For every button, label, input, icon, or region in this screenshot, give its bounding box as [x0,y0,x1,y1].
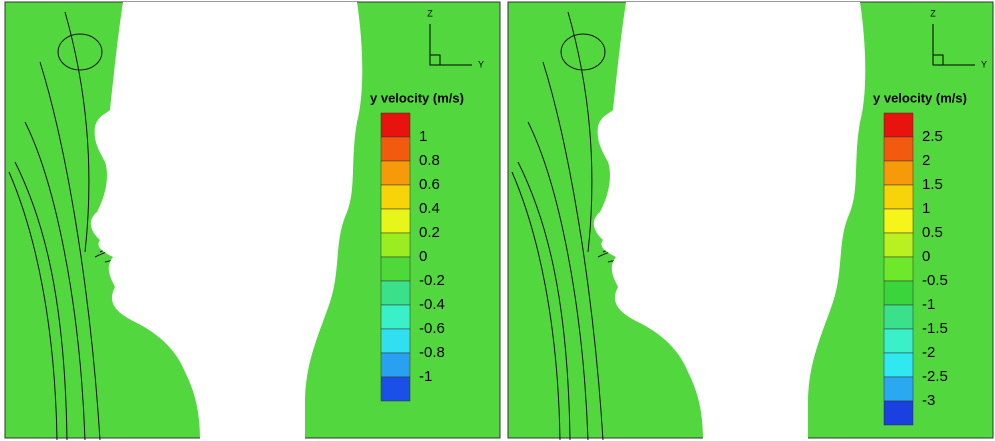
colorbar-swatch [884,281,913,305]
colorbar-label: -0.2 [419,272,445,289]
colorbar-swatch [381,209,410,233]
colorbar-swatch [381,257,410,281]
colorbar-swatch [381,233,410,257]
colorbar-swatch [381,161,410,185]
colorbar-swatch [884,257,913,281]
colorbar-label: -1 [419,368,432,385]
colorbar-swatch [381,329,410,353]
axis-label: Y [981,59,987,69]
colorbar-label: -0.5 [922,272,948,289]
colorbar-swatch [884,329,913,353]
colorbar-swatch [381,377,410,401]
colorbar-swatch [381,353,410,377]
colorbar-label: 1 [922,200,930,217]
colorbar-swatch [884,209,913,233]
panel: Z Yy velocity (m/s) 2.5 2 1.5 1 0.5 0 -0.5 -1 -1.5… [508,2,993,440]
colorbar-label: 0 [922,248,930,265]
colorbar-swatch [884,113,913,137]
colorbar-label: 0.6 [419,176,440,193]
colorbar-label: 2 [922,152,930,169]
colorbar-swatch [381,305,410,329]
axis-label: Z [427,8,433,18]
colorbar-swatch [884,161,913,185]
colorbar-label: -0.6 [419,320,445,337]
colorbar-swatch [884,353,913,377]
colorbar-swatch [884,401,913,425]
colorbar-label: -2.5 [922,368,948,385]
colorbar-label: 1 [419,128,427,145]
legend-title: y velocity (m/s) [370,90,464,105]
colorbar-label: 1.5 [922,176,943,193]
colorbar-label: 0.8 [419,152,440,169]
colorbar-swatch [381,113,410,137]
figure: Z Yy velocity (m/s) 1 0.8 0.6 0.4 0.2 0 -0.2 -0.4… [0,0,995,441]
colorbar-label: 0 [419,248,427,265]
colorbar-label: 0.5 [922,224,943,241]
colorbar-label: 0.4 [419,200,440,217]
colorbar-swatch [884,233,913,257]
colorbar-swatch [381,137,410,161]
axis-label: Y [478,59,484,69]
colorbar-swatch [381,281,410,305]
colorbar-label: 0.2 [419,224,440,241]
legend-title: y velocity (m/s) [873,90,967,105]
colorbar-label: -2 [922,344,935,361]
colorbar-swatch [884,377,913,401]
axis-label: Z [930,8,936,18]
colorbar-label: -1 [922,296,935,313]
colorbar-swatch [884,305,913,329]
panel: Z Yy velocity (m/s) 1 0.8 0.6 0.4 0.2 0 -0.2 -0.4… [5,2,500,440]
colorbar-label: -0.4 [419,296,445,313]
colorbar-swatch [381,185,410,209]
colorbar-label: -3 [922,392,935,409]
colorbar-swatch [884,137,913,161]
colorbar-label: 2.5 [922,128,943,145]
colorbar-swatch [884,185,913,209]
colorbar-label: -0.8 [419,344,445,361]
colorbar-label: -1.5 [922,320,948,337]
